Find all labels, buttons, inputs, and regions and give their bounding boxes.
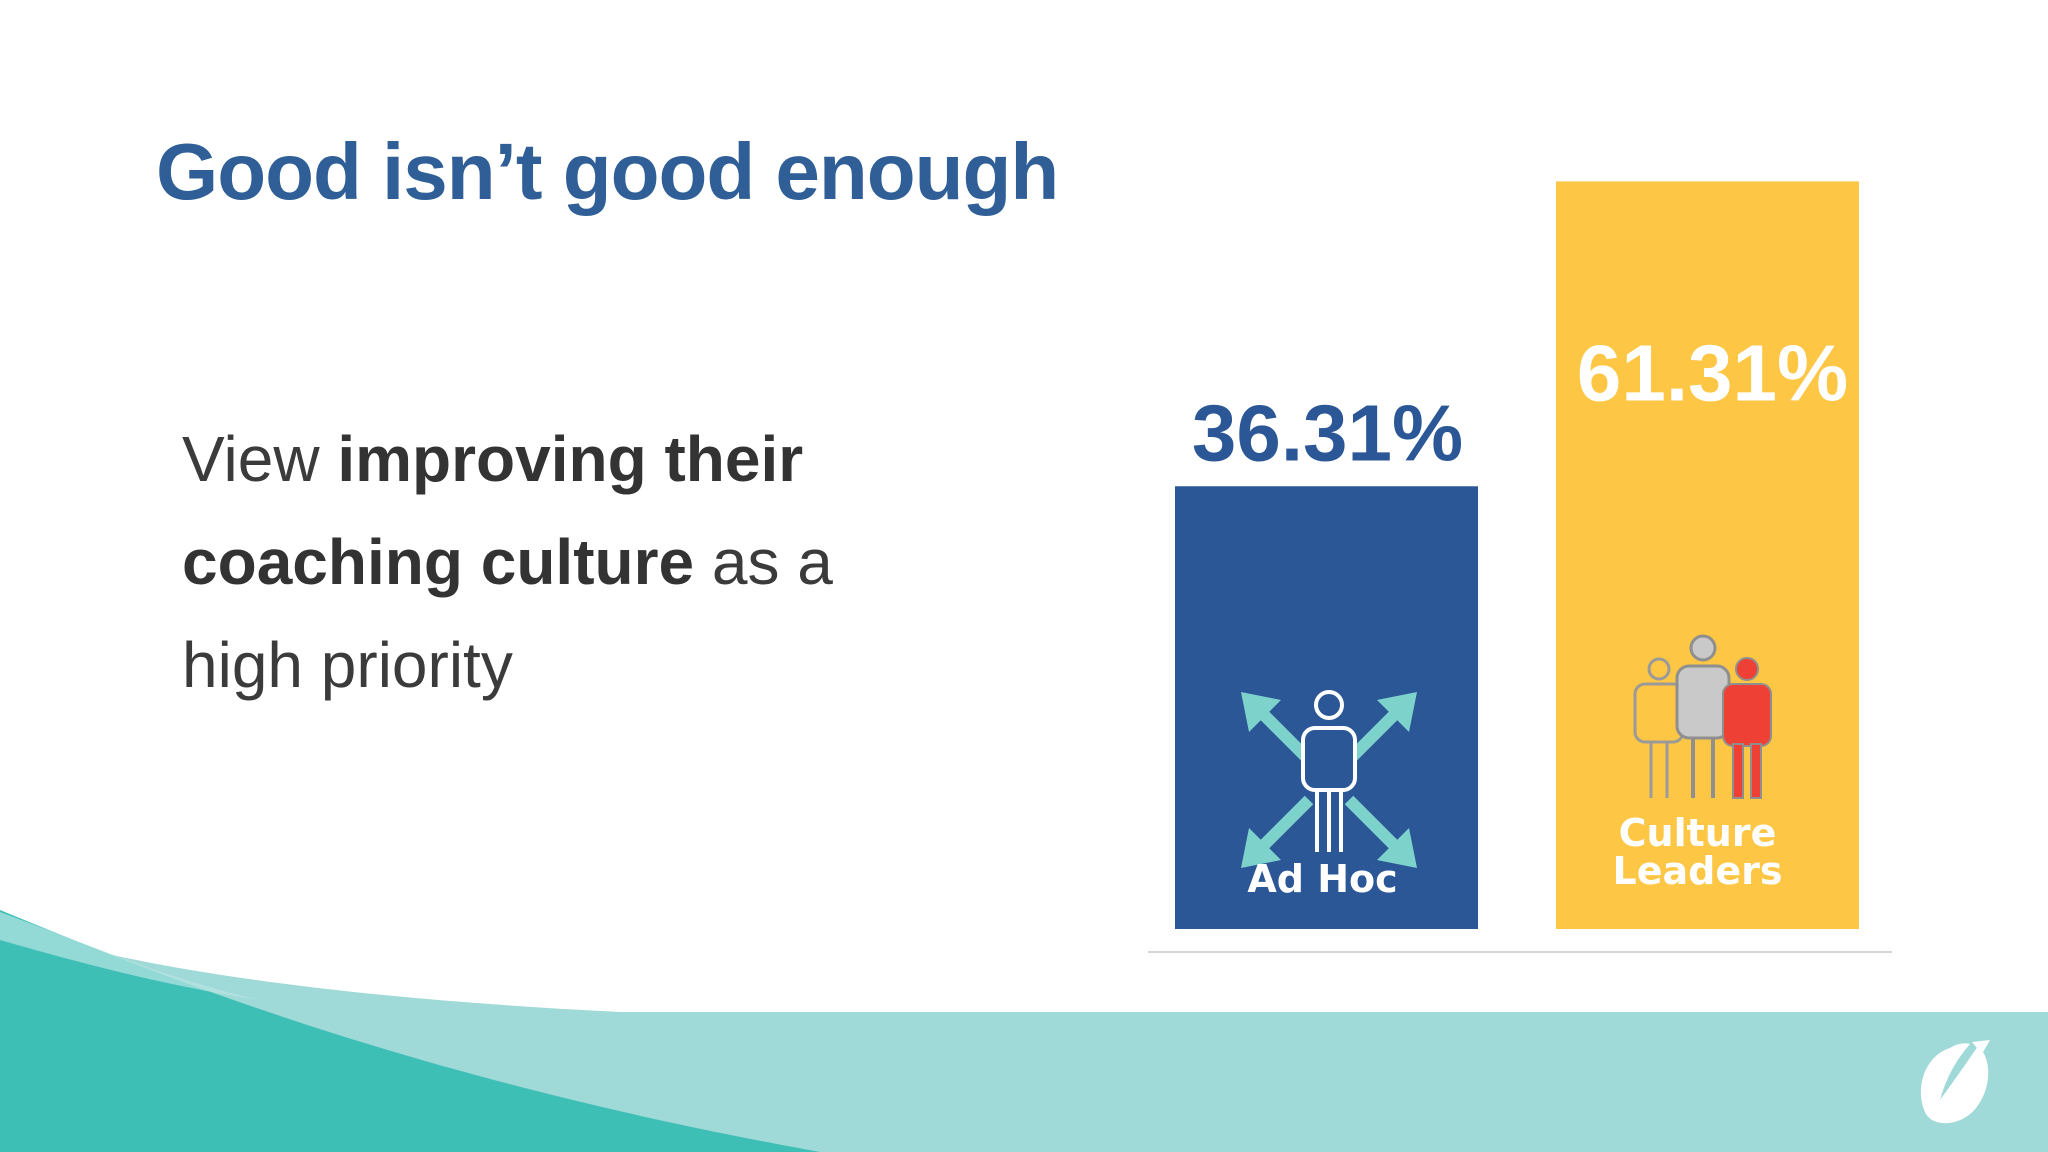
category-label-culture-leaders: Culture Leaders [1613,811,1783,893]
statement-part-3: as a high priority [182,526,833,701]
value-label-ad-hoc: 36.31% [1192,388,1463,477]
value-label-culture-leaders: 61.31% [1577,328,1848,417]
category-label-line: Ad Hoc [1247,857,1397,901]
group-people-icon [1633,634,1772,799]
category-label-ad-hoc: Ad Hoc [1247,857,1397,901]
people-arrows-icon [1241,690,1417,868]
bar-culture-leaders [1556,181,1859,929]
category-label-line: Culture [1619,811,1777,855]
statement-part-1: View [182,423,338,495]
category-label-line: Leaders [1613,849,1783,893]
statement-bold: improving their coaching culture [182,423,804,598]
statement-text: View improving their coaching culture as… [182,408,902,717]
wave-dark [0,910,820,1152]
brand-logo-icon [1920,1040,1990,1124]
slide-title: Good isn’t good enough [156,127,1059,216]
